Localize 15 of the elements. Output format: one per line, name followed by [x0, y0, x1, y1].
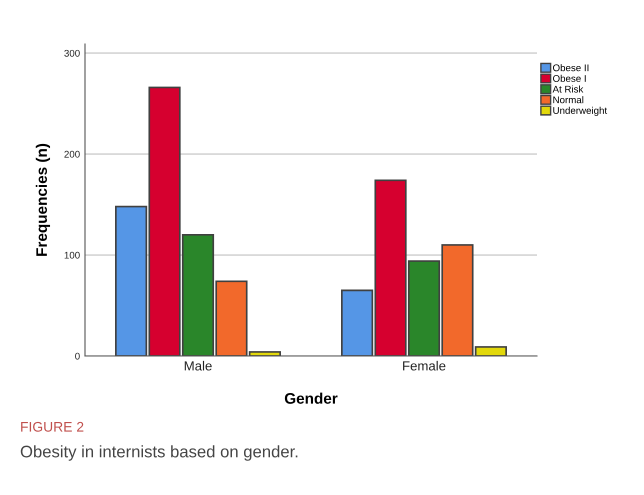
y-tick-label: 0 — [75, 352, 80, 360]
legend-label: Underweight — [553, 106, 608, 116]
y-tick-label: 200 — [64, 150, 80, 158]
legend-label: Normal — [553, 96, 584, 104]
text: Obesity in internists based on gender. — [20, 445, 298, 461]
legend-label: Obese II — [553, 64, 588, 72]
x-tick-label: Male — [184, 360, 212, 371]
x-axis-title: Gender — [284, 392, 338, 404]
x-tick-label: Female — [403, 360, 446, 371]
caption: FIGURE 2 — [21, 422, 84, 432]
legend-label: At Risk — [552, 85, 584, 93]
legend-label: Obese I — [553, 74, 586, 82]
y-tick-label: 100 — [64, 252, 80, 259]
y-axis-title: Frequencies (n) — [36, 144, 50, 256]
y-tick-label: 300 — [64, 50, 80, 57]
